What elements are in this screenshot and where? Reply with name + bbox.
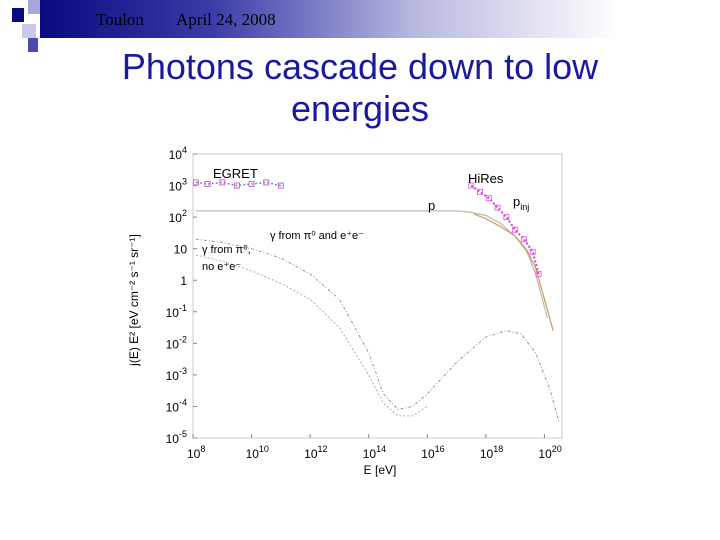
data-point-egret xyxy=(204,180,211,187)
series-line-gamma_pi0_ee xyxy=(195,238,560,423)
y-tick-label: 104 xyxy=(169,145,187,162)
x-tick-exp: 14 xyxy=(376,444,386,454)
spectrum-chart: 108 1010 1012 1014 1016 1018 10201041031021011… xyxy=(127,145,563,477)
y-tick-base: 10 xyxy=(166,306,180,320)
x-tick-base: 10 xyxy=(480,447,494,461)
y-tick-base: 10 xyxy=(169,148,183,162)
x-tick-base: 10 xyxy=(304,447,318,461)
x-tick-base: 10 xyxy=(421,447,435,461)
x-tick-exp: 8 xyxy=(200,444,205,454)
y-tick-base: 10 xyxy=(169,211,183,225)
data-point-hires xyxy=(485,195,492,202)
x-tick-exp: 16 xyxy=(435,444,445,454)
no-ee-label: no e⁺e⁻ xyxy=(202,261,241,273)
series-line-pinj xyxy=(473,213,554,331)
x-tick-base: 10 xyxy=(363,447,377,461)
y-tick-label: 10 xyxy=(174,243,188,257)
pinj-main: p xyxy=(513,194,520,209)
header-date: April 24, 2008 xyxy=(176,10,276,29)
data-point-hires xyxy=(520,236,527,243)
y-tick-base: 10 xyxy=(174,243,188,257)
corner-square-dark xyxy=(12,8,24,22)
pinj-sub: inj xyxy=(520,202,529,212)
data-point-egret xyxy=(248,180,255,187)
y-tick-exp: -5 xyxy=(179,429,187,439)
slide-title: Photons cascade down to low energies xyxy=(121,46,599,129)
y-tick-exp: 4 xyxy=(182,145,187,155)
x-tick-exp: 10 xyxy=(259,444,269,454)
y-tick-base: 10 xyxy=(166,400,180,414)
x-tick-base: 10 xyxy=(538,447,552,461)
data-point-egret xyxy=(219,179,226,186)
corner-square-light xyxy=(22,24,36,38)
x-tick-label: 1012 xyxy=(304,444,327,461)
y-tick-base: 10 xyxy=(169,180,183,194)
y-tick-label: 10-2 xyxy=(166,334,187,351)
y-tick-label: 10-4 xyxy=(166,397,187,414)
hires-label: HiRes xyxy=(468,171,504,186)
y-tick-label: 10-1 xyxy=(166,303,187,320)
y-tick-base: 10 xyxy=(166,337,180,351)
data-point-hires xyxy=(468,182,475,189)
plot-area xyxy=(192,153,563,439)
y-tick-base: 10 xyxy=(166,369,180,383)
data-point-egret xyxy=(233,182,240,189)
header-place: Toulon xyxy=(96,10,144,29)
y-tick-label: 10-5 xyxy=(166,429,187,446)
proton-label: p xyxy=(428,198,435,213)
x-tick-base: 10 xyxy=(187,447,201,461)
egret-label: EGRET xyxy=(213,166,258,181)
data-point-egret xyxy=(192,179,199,186)
x-tick-label: 1020 xyxy=(538,444,561,461)
x-tick-label: 1010 xyxy=(246,444,269,461)
gamma-pi0-ee-label: γ from π⁰ and e⁺e⁻ xyxy=(270,230,364,242)
header-bar xyxy=(40,0,720,38)
x-tick-exp: 20 xyxy=(552,444,562,454)
y-tick-exp: -4 xyxy=(179,397,187,407)
pinj-label: pinj xyxy=(513,194,529,212)
tick-layer: 108 1010 1012 1014 1016 1018 10201041031021011… xyxy=(166,145,562,461)
y-tick-base: 1 xyxy=(180,274,187,288)
data-point-hires xyxy=(512,226,519,233)
corner-square-light xyxy=(28,0,42,14)
y-tick-label: 103 xyxy=(169,177,187,194)
x-tick-exp: 12 xyxy=(318,444,328,454)
x-tick-label: 1016 xyxy=(421,444,444,461)
data-point-hires xyxy=(529,248,536,255)
x-tick-label: 1014 xyxy=(363,444,386,461)
y-tick-exp: 2 xyxy=(182,208,187,218)
y-tick-exp: -1 xyxy=(179,303,187,313)
series-layer xyxy=(192,179,560,423)
x-axis-title: E [eV] xyxy=(364,463,397,477)
x-tick-exp: 18 xyxy=(493,444,503,454)
y-tick-exp: -3 xyxy=(179,366,187,376)
x-tick-base: 10 xyxy=(246,447,260,461)
data-point-hires xyxy=(494,204,501,211)
y-tick-label: 10-3 xyxy=(166,366,187,383)
x-tick-label: 1018 xyxy=(480,444,503,461)
data-point-hires xyxy=(477,188,483,195)
series-line-egret xyxy=(195,181,282,187)
data-point-hires xyxy=(503,214,510,221)
x-tick-label: 108 xyxy=(187,444,205,461)
corner-square-dark xyxy=(28,38,38,52)
series-line-proton xyxy=(195,210,548,319)
data-point-egret xyxy=(263,179,270,186)
series-line-hires xyxy=(470,184,540,275)
y-axis-title: j(E) E² [eV cm⁻² s⁻¹ sr⁻¹] xyxy=(127,234,141,367)
y-tick-exp: 3 xyxy=(182,177,187,187)
y-tick-base: 10 xyxy=(166,432,180,446)
gamma-pi0-label: γ from π⁰, xyxy=(202,244,251,256)
y-tick-exp: -2 xyxy=(179,334,187,344)
y-tick-label: 102 xyxy=(169,208,187,225)
y-tick-label: 1 xyxy=(180,274,187,288)
data-point-egret xyxy=(277,182,284,189)
